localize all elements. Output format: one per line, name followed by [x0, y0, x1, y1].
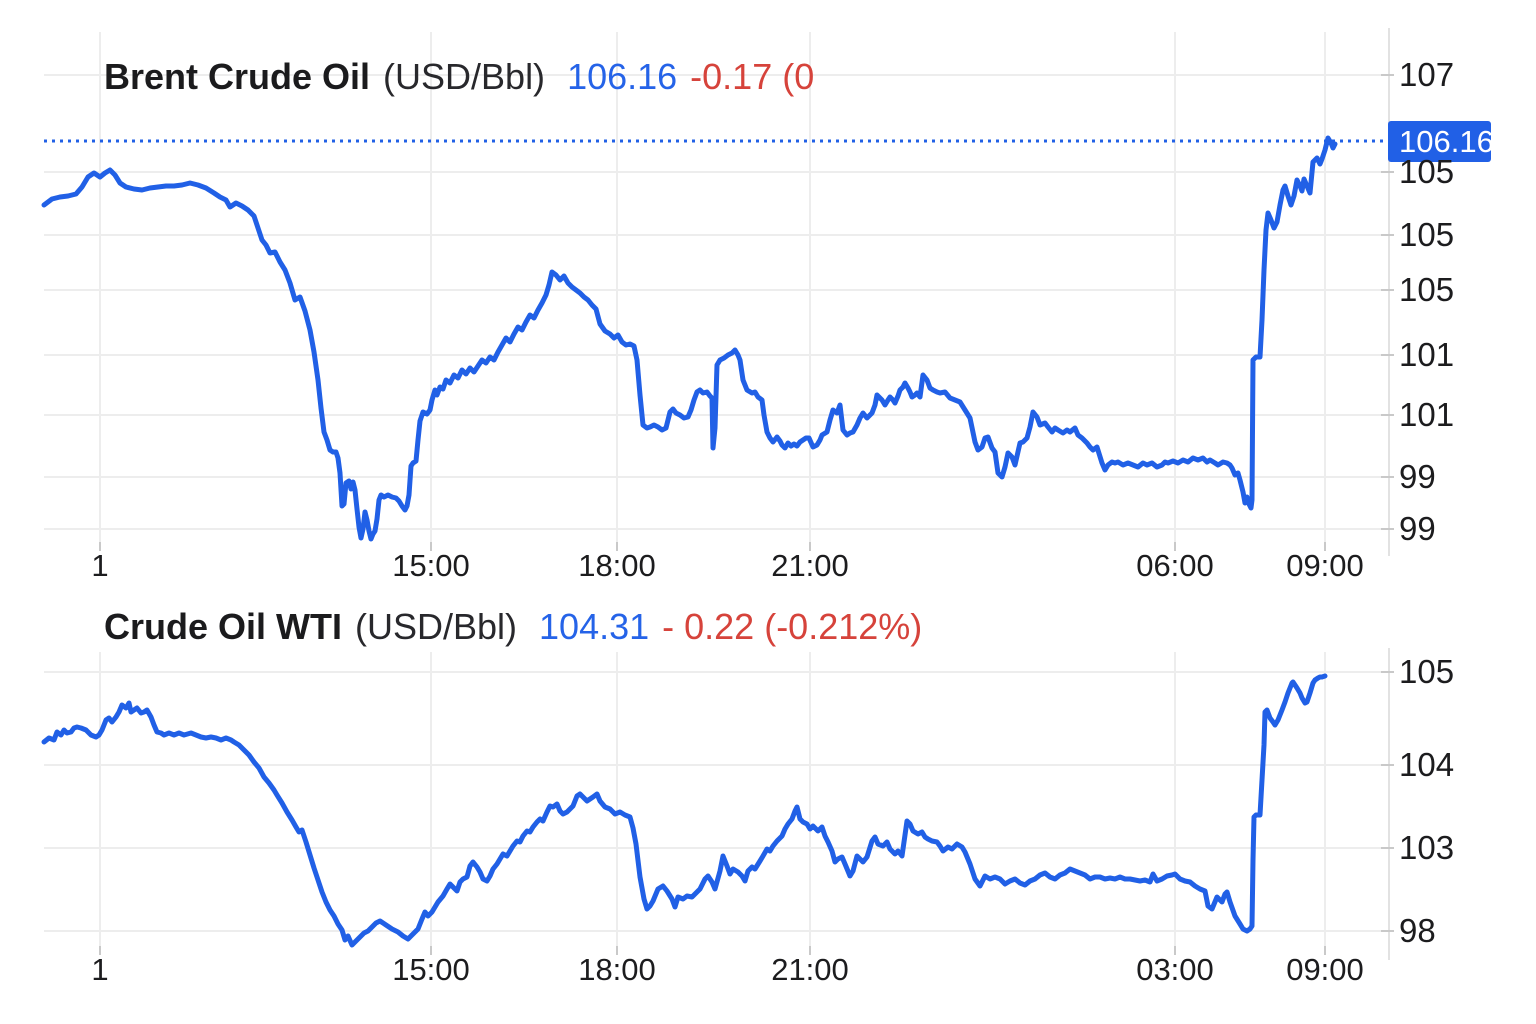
chart-header-brent: Brent Crude Oil (USD/Bbl) 106.16 -0.17 (…: [104, 56, 814, 98]
instrument-unit: (USD/Bbl): [383, 56, 546, 97]
instrument-change: -0.17 (0: [690, 56, 815, 97]
instrument-name: Brent Crude Oil: [104, 56, 371, 97]
chart-header-wti: Crude Oil WTI (USD/Bbl) 104.31 - 0.22 (-…: [104, 606, 922, 648]
instrument-change: - 0.22 (-0.212%): [662, 606, 923, 647]
instrument-last-price: 104.31: [539, 606, 650, 647]
instrument-unit: (USD/Bbl): [355, 606, 518, 647]
instrument-last-price: 106.16: [567, 56, 678, 97]
instrument-name: Crude Oil WTI: [104, 606, 342, 647]
